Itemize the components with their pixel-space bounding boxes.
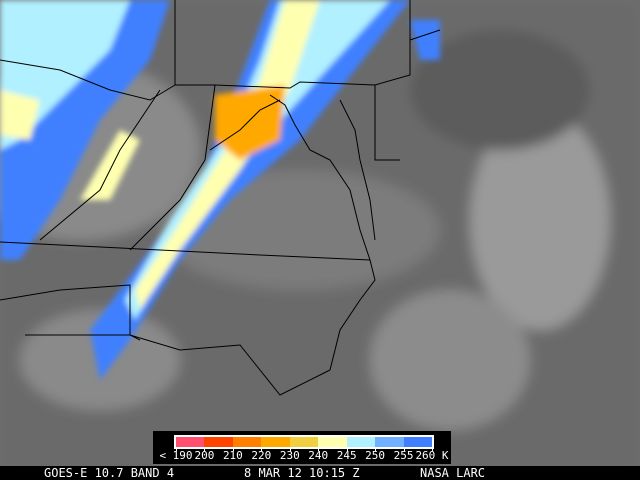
legend-swatch (346, 437, 376, 447)
legend-tick (176, 447, 177, 451)
color-scale-bar (174, 435, 434, 449)
legend-swatch (375, 437, 404, 447)
legend-tick-label: < 190 (159, 449, 193, 462)
legend-tick-label: 245 (336, 449, 357, 462)
legend-tick-label: 220 (251, 449, 272, 462)
legend-tick-label: 230 (279, 449, 300, 462)
legend-tick-label: 200 (194, 449, 215, 462)
legend-tick (289, 447, 291, 451)
legend-tick-label: 240 (308, 449, 329, 462)
legend-tick-label: 260 K (415, 449, 449, 462)
legend-swatch (204, 437, 233, 447)
legend-swatch (261, 437, 290, 447)
legend-tick (403, 447, 405, 451)
legend-swatch (289, 437, 319, 447)
image-caption: GOES-E 10.7 BAND 4 8 MAR 12 10:15 Z NASA… (0, 466, 640, 480)
cold-cloud-band (0, 0, 440, 380)
credit-label: NASA LARC (420, 466, 486, 480)
legend-tick (261, 447, 263, 451)
legend-tick (232, 447, 234, 451)
satellite-band-label: GOES-E 10.7 BAND 4 (44, 466, 175, 480)
state-borders (0, 0, 441, 396)
legend-tick (346, 447, 348, 451)
legend-tick-label: 210 (222, 449, 243, 462)
timestamp-label: 8 MAR 12 10:15 Z (244, 466, 360, 480)
legend-tick-label: 255 (393, 449, 414, 462)
legend-swatch (403, 437, 432, 447)
legend-tick-label: 250 (365, 449, 386, 462)
legend-swatch (232, 437, 262, 447)
legend-tick (432, 447, 433, 451)
legend-tick (204, 447, 206, 451)
legend-tick (375, 447, 377, 451)
temperature-legend: < 190 200 210 220 230 240 245 250 255 260 K (153, 431, 451, 464)
legend-swatch (318, 437, 347, 447)
legend-swatch (176, 437, 205, 447)
legend-tick (318, 447, 320, 451)
